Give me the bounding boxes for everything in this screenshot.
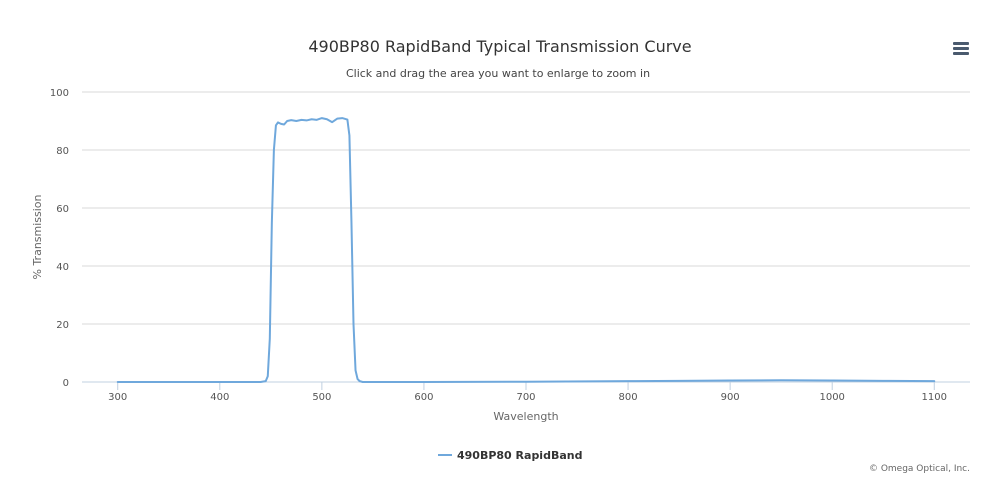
legend[interactable]: 490BP80 RapidBand <box>438 449 582 462</box>
series-line[interactable] <box>116 117 936 383</box>
y-tick-label: 100 <box>50 88 69 99</box>
y-tick-label: 60 <box>56 204 69 215</box>
y-tick-label: 20 <box>56 320 69 331</box>
y-axis-tick-labels: 0 20 40 60 80 100 <box>50 88 69 389</box>
x-tick-label: 1100 <box>922 392 947 403</box>
y-axis-title: % Transmission <box>31 194 44 279</box>
x-tick-label: 600 <box>414 392 433 403</box>
x-tick-label: 900 <box>721 392 740 403</box>
chart-subtitle: Click and drag the area you want to enla… <box>346 67 650 80</box>
x-tick-label: 500 <box>312 392 331 403</box>
chart-menu-button[interactable] <box>948 37 974 59</box>
series-group <box>116 117 936 383</box>
y-tick-label: 80 <box>56 146 69 157</box>
gridlines <box>82 91 970 325</box>
x-tick-label: 1000 <box>819 392 844 403</box>
y-tick-label: 0 <box>63 378 69 389</box>
x-axis-title: Wavelength <box>493 410 558 423</box>
chart-credits[interactable]: © Omega Optical, Inc. <box>869 464 970 474</box>
legend-label: 490BP80 RapidBand <box>457 449 582 462</box>
x-tick-label: 300 <box>108 392 127 403</box>
x-tick-label: 700 <box>516 392 535 403</box>
chart-title: 490BP80 RapidBand Typical Transmission C… <box>308 37 691 56</box>
x-tick-label: 400 <box>210 392 229 403</box>
hamburger-menu-icon[interactable] <box>953 42 969 55</box>
legend-item[interactable]: 490BP80 RapidBand <box>438 449 582 462</box>
x-tick-label: 800 <box>619 392 638 403</box>
y-tick-label: 40 <box>56 262 69 273</box>
